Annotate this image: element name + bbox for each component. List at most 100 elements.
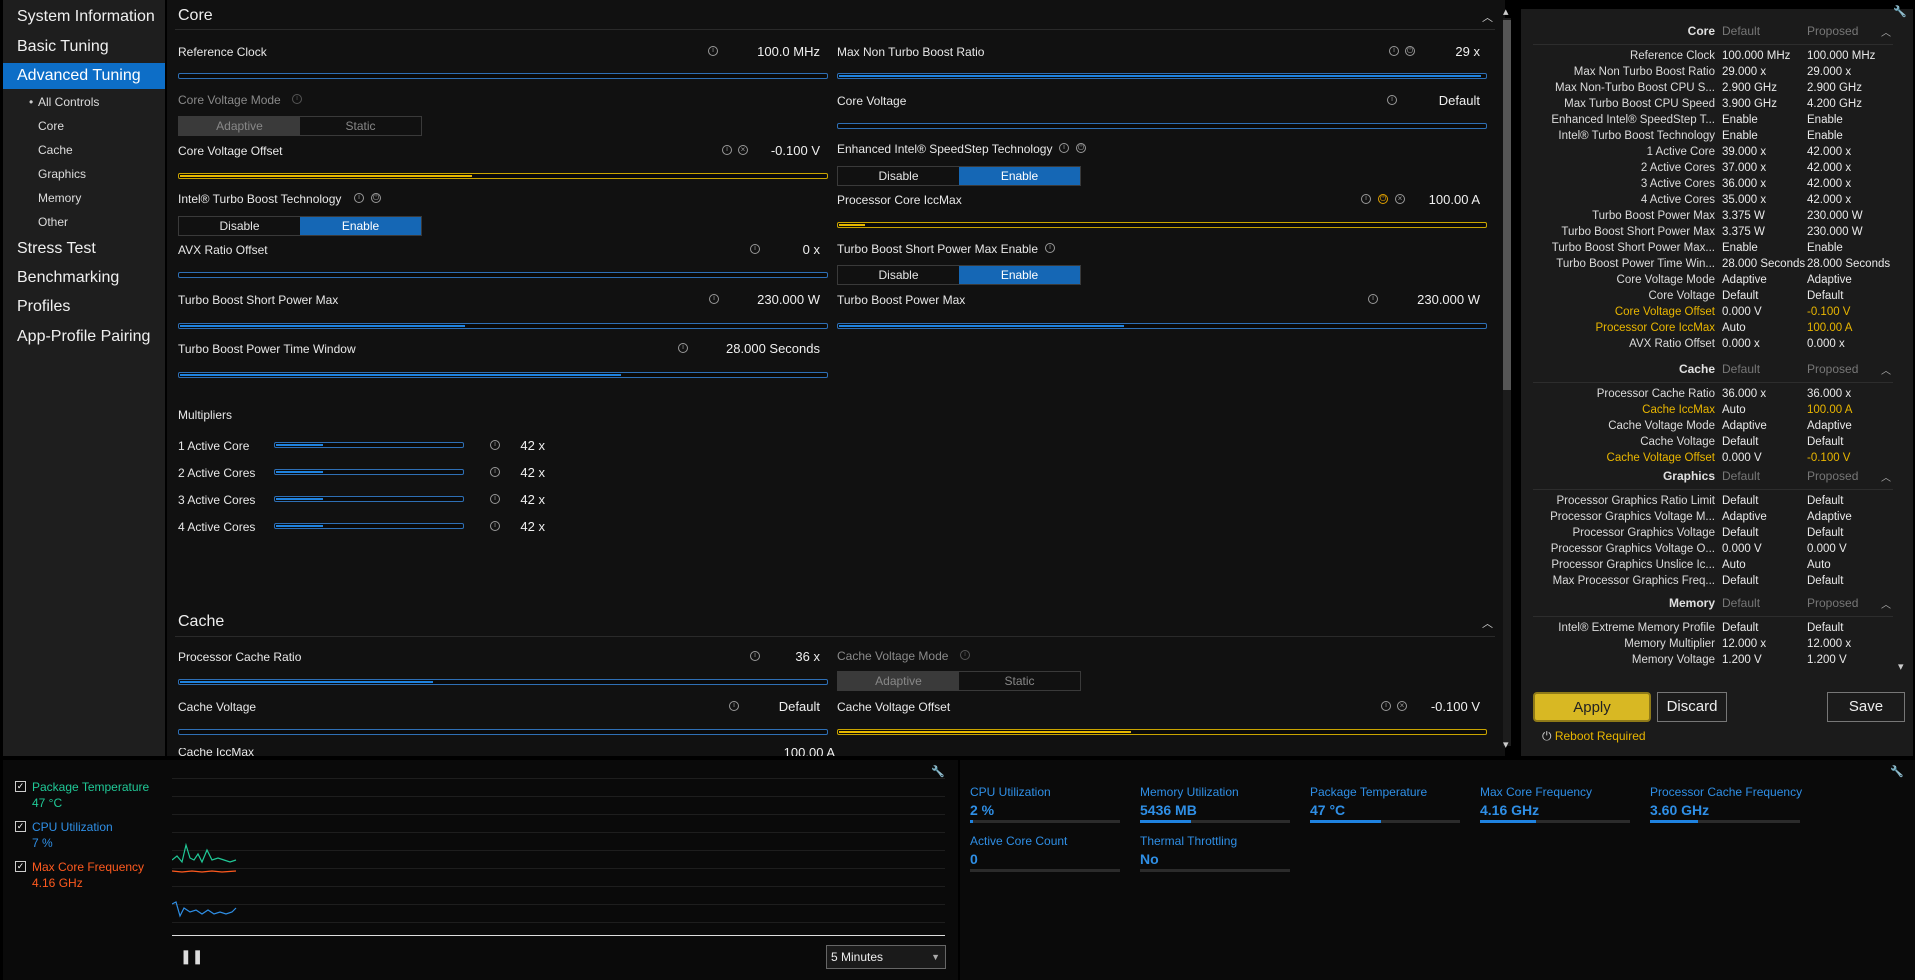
info-icon[interactable]: i bbox=[354, 193, 364, 203]
time-window-slider[interactable] bbox=[178, 372, 828, 378]
max-core-freq-checkbox[interactable]: ✓ bbox=[15, 861, 26, 872]
info-icon[interactable]: i bbox=[1059, 143, 1069, 153]
summary-row: Processor Cache Ratio 36.000 x 36.000 x bbox=[1533, 388, 1893, 404]
speedstep-disable[interactable]: Disable bbox=[878, 169, 919, 183]
info-icon[interactable]: i bbox=[1361, 194, 1371, 204]
nav-app-profile-pairing[interactable]: App-Profile Pairing bbox=[17, 328, 151, 345]
nav-stress-test[interactable]: Stress Test bbox=[17, 240, 96, 257]
cache-ratio-slider[interactable] bbox=[178, 679, 828, 685]
stat-bar bbox=[1650, 820, 1800, 823]
short-power-max-enable[interactable]: Enable bbox=[959, 266, 1080, 284]
avx-ratio-offset-slider[interactable] bbox=[178, 272, 828, 278]
summary-row-name: Processor Graphics Voltage M... bbox=[1550, 511, 1715, 523]
pause-icon[interactable]: ❚❚ bbox=[180, 948, 204, 964]
nav-benchmarking[interactable]: Benchmarking bbox=[17, 269, 120, 286]
nav-advanced-tuning[interactable]: Advanced Tuning bbox=[3, 63, 165, 89]
short-power-max-enable-toggle[interactable]: Disable Enable bbox=[837, 265, 1081, 285]
info-icon[interactable]: i bbox=[1389, 46, 1399, 56]
multiplier-slider[interactable] bbox=[274, 442, 464, 448]
cpu-util-checkbox[interactable]: ✓ bbox=[15, 821, 26, 832]
summary-section-header[interactable]: Graphics Default Proposed ︿ bbox=[1533, 469, 1893, 487]
nav-system-information[interactable]: System Information bbox=[17, 8, 155, 25]
package-temp-checkbox[interactable]: ✓ bbox=[15, 781, 26, 792]
wrench-icon[interactable]: 🔧 bbox=[931, 766, 945, 778]
main-scrollbar[interactable] bbox=[1503, 18, 1511, 746]
nav-sub-cache[interactable]: Cache bbox=[38, 143, 73, 157]
info-icon[interactable]: i bbox=[750, 651, 760, 661]
wrench-icon[interactable]: 🔧 bbox=[1890, 766, 1904, 778]
scroll-down-icon[interactable]: ▾ bbox=[1503, 739, 1509, 751]
short-power-max-disable[interactable]: Disable bbox=[878, 268, 919, 282]
speedstep-toggle[interactable]: Disable Enable bbox=[837, 166, 1081, 186]
discard-button[interactable]: Discard bbox=[1657, 692, 1727, 722]
clear-icon[interactable]: × bbox=[1395, 194, 1405, 204]
nav-sub-memory[interactable]: Memory bbox=[38, 191, 82, 205]
summary-row-name: Enhanced Intel® SpeedStep T... bbox=[1551, 114, 1715, 126]
info-icon[interactable]: i bbox=[490, 494, 500, 504]
short-power-max-slider[interactable] bbox=[178, 323, 828, 329]
chevron-up-icon[interactable]: ︿ bbox=[1881, 28, 1891, 39]
info-icon[interactable]: i bbox=[722, 145, 732, 155]
reference-clock-slider[interactable] bbox=[178, 73, 828, 79]
summary-row-default: Default bbox=[1722, 527, 1759, 539]
info-icon[interactable]: i bbox=[490, 467, 500, 477]
nav-sub-other[interactable]: Other bbox=[38, 215, 69, 229]
info-icon[interactable]: i bbox=[729, 701, 739, 711]
multiplier-value: 42 x bbox=[520, 438, 545, 453]
clear-icon[interactable]: × bbox=[1397, 701, 1407, 711]
multiplier-slider[interactable] bbox=[274, 469, 464, 475]
info-icon[interactable]: i bbox=[678, 343, 688, 353]
scroll-up-icon[interactable]: ▴ bbox=[1503, 6, 1509, 18]
info-icon[interactable]: i bbox=[490, 521, 500, 531]
apply-button[interactable]: Apply bbox=[1533, 692, 1651, 722]
power-reset-icon[interactable]: ⏻ bbox=[371, 193, 381, 203]
nav-sub-core[interactable]: Core bbox=[38, 119, 65, 133]
chevron-up-icon[interactable]: ︿ bbox=[1881, 366, 1891, 377]
turbo-boost-tech-toggle[interactable]: Disable Enable bbox=[178, 216, 422, 236]
info-icon[interactable]: i bbox=[1381, 701, 1391, 711]
summary-section-header[interactable]: Core Default Proposed ︿ bbox=[1533, 24, 1893, 42]
summary-row-name: Turbo Boost Short Power Max... bbox=[1551, 242, 1715, 254]
speedstep-enable[interactable]: Enable bbox=[959, 167, 1080, 185]
info-icon[interactable]: i bbox=[709, 294, 719, 304]
core-collapse-chevron-icon[interactable]: ︿ bbox=[1482, 12, 1493, 24]
chevron-up-icon[interactable]: ︿ bbox=[1881, 473, 1891, 484]
core-voltage-offset-slider[interactable] bbox=[178, 173, 828, 179]
core-voltage-slider[interactable] bbox=[837, 123, 1487, 129]
duration-select[interactable]: 5 Minutes ▼ bbox=[826, 945, 946, 969]
nav-profiles[interactable]: Profiles bbox=[17, 298, 71, 315]
multiplier-slider[interactable] bbox=[274, 496, 464, 502]
nav-sub-all-controls[interactable]: All Controls bbox=[3, 91, 165, 113]
main-scrollbar-thumb[interactable] bbox=[1503, 20, 1511, 390]
turbo-boost-tech-disable[interactable]: Disable bbox=[219, 219, 260, 233]
summary-row-proposed: 100.000 MHz bbox=[1807, 50, 1876, 62]
cache-voltage-value: Default bbox=[778, 699, 820, 714]
info-icon[interactable]: i bbox=[750, 244, 760, 254]
info-icon[interactable]: i bbox=[1387, 95, 1397, 105]
summary-row-name: Intel® Extreme Memory Profile bbox=[1558, 622, 1715, 634]
nav-basic-tuning[interactable]: Basic Tuning bbox=[17, 38, 109, 55]
info-icon[interactable]: i bbox=[708, 46, 718, 56]
info-icon[interactable]: i bbox=[1045, 243, 1055, 253]
save-button[interactable]: Save bbox=[1827, 692, 1905, 722]
cache-voltage-slider[interactable] bbox=[178, 729, 828, 735]
info-icon[interactable]: i bbox=[490, 440, 500, 450]
iccmax-slider[interactable] bbox=[837, 222, 1487, 228]
power-reset-icon[interactable]: ⏻ bbox=[1405, 46, 1415, 56]
chevron-up-icon[interactable]: ︿ bbox=[1881, 600, 1891, 611]
max-non-turbo-slider[interactable] bbox=[837, 73, 1487, 79]
cache-collapse-chevron-icon[interactable]: ︿ bbox=[1482, 618, 1493, 630]
power-max-slider[interactable] bbox=[837, 323, 1487, 329]
summary-scroll-down-icon[interactable]: ▾ bbox=[1898, 661, 1904, 673]
turbo-boost-tech-enable[interactable]: Enable bbox=[300, 217, 421, 235]
summary-section-header[interactable]: Memory Default Proposed ︿ bbox=[1533, 596, 1893, 614]
nav-sub-graphics[interactable]: Graphics bbox=[38, 167, 87, 181]
summary-section-header[interactable]: Cache Default Proposed ︿ bbox=[1533, 362, 1893, 380]
cache-voltage-offset-slider[interactable] bbox=[837, 729, 1487, 735]
power-reset-icon[interactable]: ⏻ bbox=[1076, 143, 1086, 153]
multiplier-slider[interactable] bbox=[274, 523, 464, 529]
clear-icon[interactable]: × bbox=[738, 145, 748, 155]
info-icon[interactable]: i bbox=[1368, 294, 1378, 304]
power-reset-icon[interactable]: ⏻ bbox=[1378, 194, 1388, 204]
wrench-icon[interactable]: 🔧 bbox=[1893, 6, 1907, 18]
